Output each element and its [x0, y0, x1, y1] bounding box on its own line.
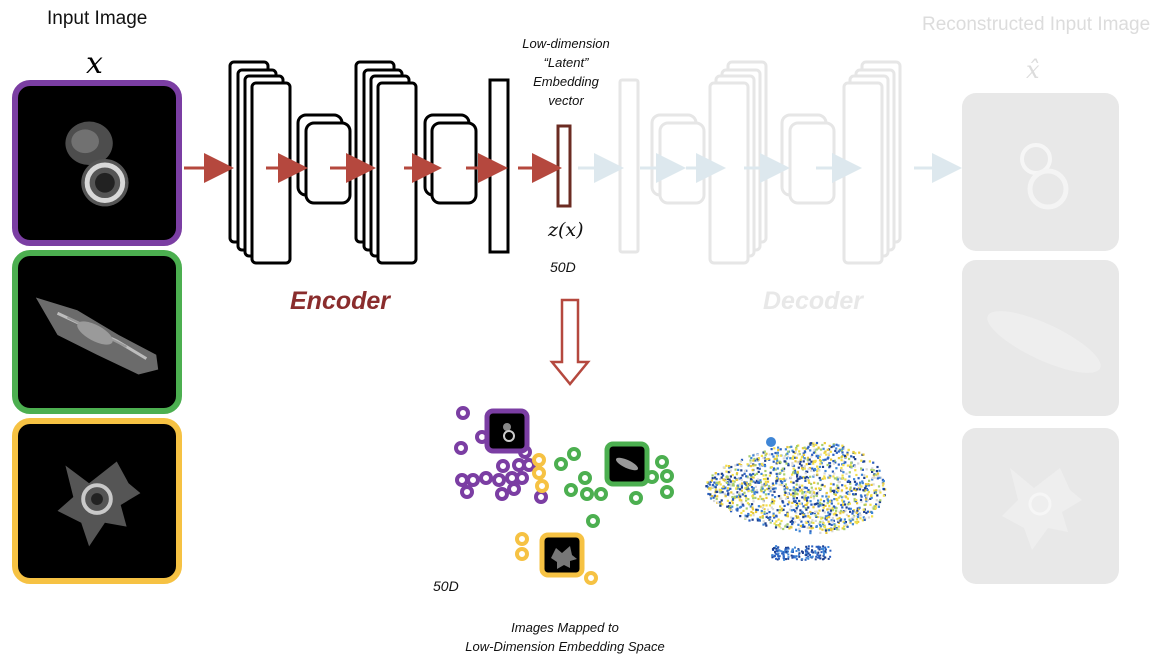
encoder-conv-block-2	[296, 113, 352, 205]
input-image-elongated-cell	[12, 250, 182, 414]
embedding-thumbnail-green	[604, 441, 650, 487]
input-image-star-cell	[12, 418, 182, 584]
encoder-conv-block-1	[228, 60, 292, 265]
latent-dimension-label: 50D	[550, 259, 576, 275]
input-image-title: Input Image	[47, 8, 148, 29]
latent-label-line-4: vector	[548, 93, 584, 108]
latent-symbol-zx: z(x)	[548, 219, 584, 241]
encoder-conv-block-4	[423, 113, 478, 205]
down-arrow	[549, 298, 591, 386]
reconstructed-image-elongated-cell	[962, 260, 1119, 416]
decoder-label: Decoder	[763, 287, 864, 315]
latent-label-line-3: Embedding	[533, 74, 599, 89]
encoder-label: Encoder	[290, 287, 391, 315]
embedding-scatter-purple	[454, 406, 548, 504]
tsne-point-cloud	[705, 437, 887, 561]
embedding-scatter-green	[554, 447, 674, 528]
latent-label-line-2: “Latent”	[543, 55, 589, 70]
embedding-caption-line-1: Images Mapped to	[511, 620, 619, 635]
output-symbol-xhat: x̂	[1026, 56, 1040, 84]
latent-label-line-1: Low-dimension	[522, 36, 610, 51]
reconstructed-image-star-cell	[962, 428, 1119, 584]
decoder-layers	[618, 60, 902, 265]
reconstructed-image-round-cell	[962, 93, 1119, 251]
embedding-thumbnail-yellow	[539, 532, 585, 578]
latent-vector	[556, 124, 572, 208]
embedding-dimension-label: 50D	[433, 578, 459, 594]
embedding-caption: Images Mapped to Low-Dimension Embedding…	[440, 618, 690, 656]
embedding-scatter-yellow	[515, 453, 598, 585]
input-image-round-cell	[12, 80, 182, 246]
embedding-thumbnail-purple	[484, 408, 530, 454]
latent-embedding-label: Low-dimension “Latent” Embedding vector	[510, 34, 622, 110]
reconstructed-image-title: Reconstructed Input Image	[922, 14, 1151, 35]
embedding-caption-line-2: Low-Dimension Embedding Space	[465, 639, 665, 654]
encoder-conv-block-3	[354, 60, 418, 265]
encoder-dense-layer	[488, 78, 510, 254]
input-symbol-x: x	[86, 46, 103, 81]
